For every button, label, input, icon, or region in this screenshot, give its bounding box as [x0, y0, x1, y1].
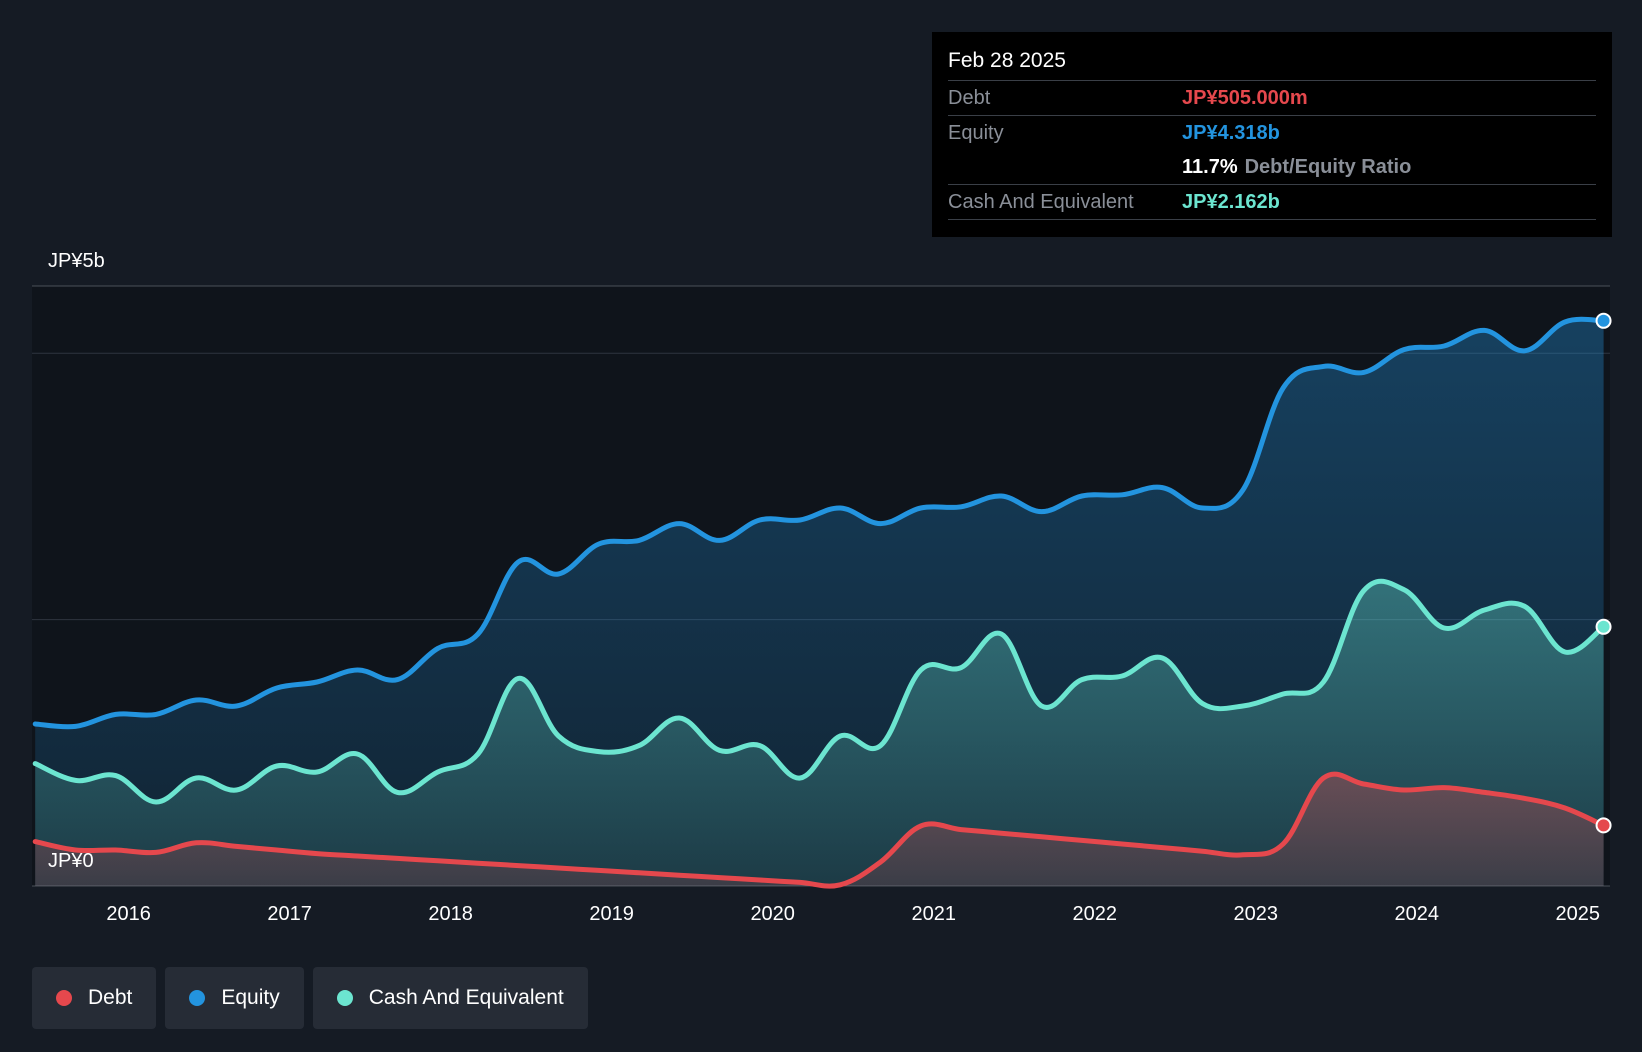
x-tick-label: 2023 [1234, 903, 1279, 925]
x-tick-label: 2020 [750, 903, 795, 925]
tooltip-date: Feb 28 2025 [948, 49, 1066, 72]
x-tick-label: 2018 [428, 903, 473, 925]
x-tick-label: 2022 [1072, 903, 1117, 925]
tooltip-debt-value: JP¥505.000m [1182, 86, 1308, 109]
legend-item-debt[interactable]: Debt [32, 967, 157, 1029]
x-tick-label: 2024 [1395, 903, 1440, 925]
tooltip-debt-label: Debt [948, 86, 991, 109]
tooltip-ratio-row: 11.7% Debt/Equity Ratio [948, 150, 1596, 184]
tooltip-equity-value: JP¥4.318b [1182, 121, 1280, 144]
tooltip-panel: Feb 28 2025 Debt JP¥505.000m Equity JP¥4… [932, 32, 1612, 237]
y-axis-top-label: JP¥5b [48, 250, 105, 272]
debt-line [32, 771, 1607, 889]
tooltip-cash-row: Cash And Equivalent JP¥2.162b [948, 184, 1596, 220]
debt-end-marker [1595, 817, 1612, 834]
legend: Debt Equity Cash And Equivalent [32, 967, 588, 1029]
x-tick-label: 2017 [267, 903, 312, 925]
cash-dot-icon [336, 990, 353, 1006]
x-tick-label: 2021 [911, 903, 956, 925]
tooltip-ratio-label: Debt/Equity Ratio [1244, 155, 1412, 178]
x-axis-ticks: 2016 2017 2018 2019 2020 2021 2022 2023 2024 2025 [106, 903, 1600, 925]
x-tick-label: 2019 [589, 903, 634, 925]
x-tick-label: 2025 [1556, 903, 1601, 925]
legend-cash-label: Cash And Equivalent [368, 986, 564, 1009]
legend-item-cash[interactable]: Cash And Equivalent [312, 967, 588, 1029]
tooltip-debt-row: Debt JP¥505.000m [948, 80, 1596, 115]
tooltip-equity-row: Equity JP¥4.318b [948, 115, 1596, 150]
tooltip-equity-label: Equity [948, 121, 1004, 144]
end-markers [1595, 312, 1612, 834]
cash-end-marker [1595, 618, 1612, 635]
equity-line [32, 316, 1607, 730]
x-tick-label: 2016 [106, 903, 151, 925]
cash-line [32, 578, 1607, 805]
series-lines [32, 316, 1607, 889]
equity-end-marker [1595, 312, 1612, 329]
legend-equity-label: Equity [221, 986, 280, 1009]
equity-dot-icon [189, 990, 206, 1006]
tooltip-ratio-value: 11.7% [1182, 155, 1238, 178]
tooltip-cash-value: JP¥2.162b [1182, 190, 1280, 213]
debt-dot-icon [56, 990, 72, 1006]
legend-item-equity[interactable]: Equity [165, 967, 304, 1029]
cash-area [35, 581, 1604, 886]
debt-area [35, 774, 1604, 887]
tooltip-cash-label: Cash And Equivalent [948, 190, 1134, 213]
series-areas [35, 319, 1604, 887]
legend-debt-label: Debt [88, 986, 133, 1009]
y-axis-bottom-label: JP¥0 [48, 850, 94, 872]
